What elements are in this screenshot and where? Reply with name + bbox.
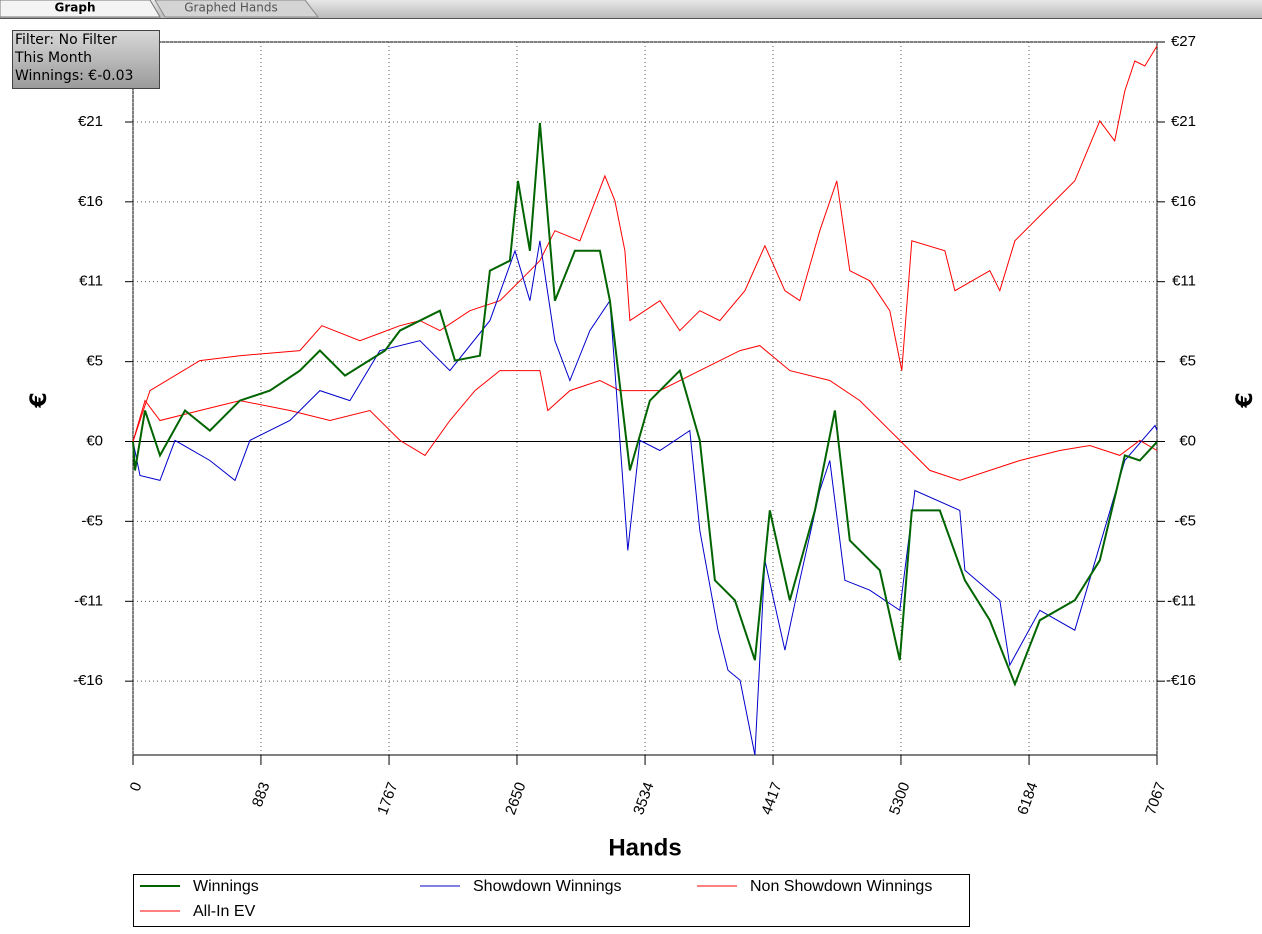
y-tick-label: -€5 <box>81 512 103 529</box>
series-line <box>132 122 1158 687</box>
y2-axis-label: € <box>1233 392 1258 408</box>
y-tick-label: €16 <box>78 193 103 210</box>
y2-tick-label: €0 <box>1179 432 1196 449</box>
tab[interactable] <box>154 0 320 18</box>
legend-label: Showdown Winnings <box>473 878 622 895</box>
y2-tick-label: -€11 <box>1167 592 1196 609</box>
legend-label: Non Showdown Winnings <box>750 878 932 895</box>
filter-text: Filter: No Filter <box>15 32 117 48</box>
y-tick-label: €11 <box>79 273 103 290</box>
x-tick-label: 3534 <box>630 780 657 817</box>
y2-tick-label: €11 <box>1172 273 1196 290</box>
y-tick-label: €5 <box>86 353 103 370</box>
plot: -€16 -€16 -€11 -€11 -€5 -€5 €0 €0 €5 €5 €11 €11 €16 €… <box>27 33 1258 861</box>
legend-label: Winnings <box>193 878 259 895</box>
filter-text: This Month <box>14 50 92 66</box>
y2-tick-label: €27 <box>1171 33 1196 50</box>
y-tick-label: -€11 <box>74 592 103 609</box>
x-tick-label: 6184 <box>1014 780 1041 817</box>
y-tick-label: -€16 <box>73 672 103 689</box>
x-tick-label: 2650 <box>502 780 529 817</box>
y-tick-label: €21 <box>78 113 103 130</box>
y2-tick-label: -€16 <box>1166 672 1196 689</box>
legend-label: All-In EV <box>193 903 256 920</box>
x-tick-label: 0 <box>127 780 146 794</box>
filter-box <box>12 30 160 89</box>
series-line <box>132 240 1158 756</box>
x-tick-label: 883 <box>249 780 274 809</box>
x-tick-label: 1767 <box>374 780 401 817</box>
series-line <box>132 345 1158 481</box>
y2-tick-label: €5 <box>1179 353 1196 370</box>
legend <box>133 874 970 927</box>
y2-tick-label: -€5 <box>1174 512 1196 529</box>
y-axis-label: € <box>27 392 52 408</box>
y2-tick-label: €21 <box>1171 113 1196 130</box>
filter-text: Winnings: €-0.03 <box>15 68 133 84</box>
y2-tick-label: €16 <box>1171 193 1196 210</box>
y-tick-label: €0 <box>86 432 103 449</box>
x-axis-label: Hands <box>608 834 681 861</box>
x-tick-label: 7067 <box>1142 780 1169 817</box>
tab-label[interactable]: Graphed Hands <box>184 1 277 15</box>
x-tick-label: 5300 <box>886 780 913 817</box>
x-tick-label: 4417 <box>758 780 785 817</box>
tab-label[interactable]: Graph <box>55 1 96 15</box>
tab[interactable] <box>0 0 161 18</box>
